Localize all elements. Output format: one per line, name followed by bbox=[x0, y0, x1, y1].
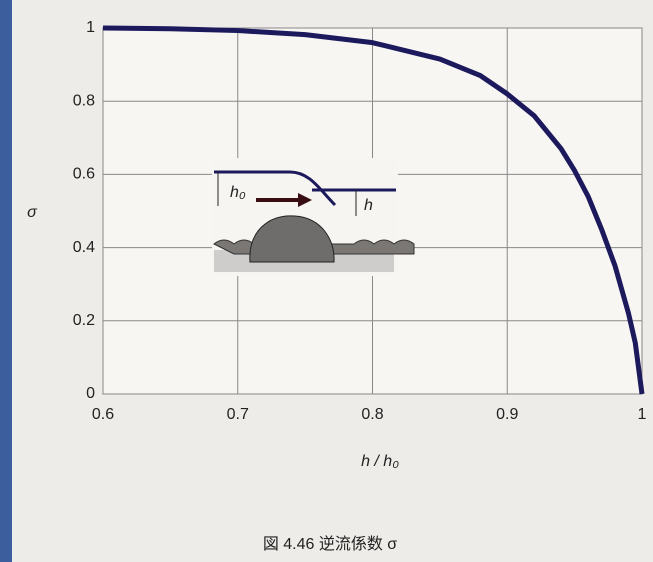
y-tick-label: 0.8 bbox=[73, 92, 95, 109]
x-axis-label: h / h₀ bbox=[361, 453, 399, 470]
x-tick-label: 0.6 bbox=[92, 406, 114, 423]
y-tick-label: 0 bbox=[86, 385, 95, 402]
chart: 0 0.2 0.4 0.6 0.8 1 0.6 0.7 0.8 0.9 1 h₀ h σ h / h… bbox=[0, 0, 653, 562]
frame-strip bbox=[0, 0, 12, 562]
x-tick-label: 0.7 bbox=[227, 406, 249, 423]
inset-label: h₀ bbox=[230, 184, 246, 201]
y-axis-label: σ bbox=[27, 204, 38, 221]
y-tick-label: 0.4 bbox=[73, 239, 95, 256]
x-tick-label: 0.8 bbox=[361, 406, 383, 423]
inset-diagram: h₀ h bbox=[212, 158, 414, 276]
y-tick-label: 1 bbox=[86, 19, 95, 36]
x-tick-label: 1 bbox=[638, 406, 647, 423]
y-tick-label: 0.6 bbox=[73, 166, 95, 183]
y-tick-label: 0.2 bbox=[73, 312, 95, 329]
x-tick-label: 0.9 bbox=[496, 406, 518, 423]
inset-label: h bbox=[364, 197, 373, 214]
caption: 図 4.46 逆流係数 σ bbox=[263, 535, 397, 553]
